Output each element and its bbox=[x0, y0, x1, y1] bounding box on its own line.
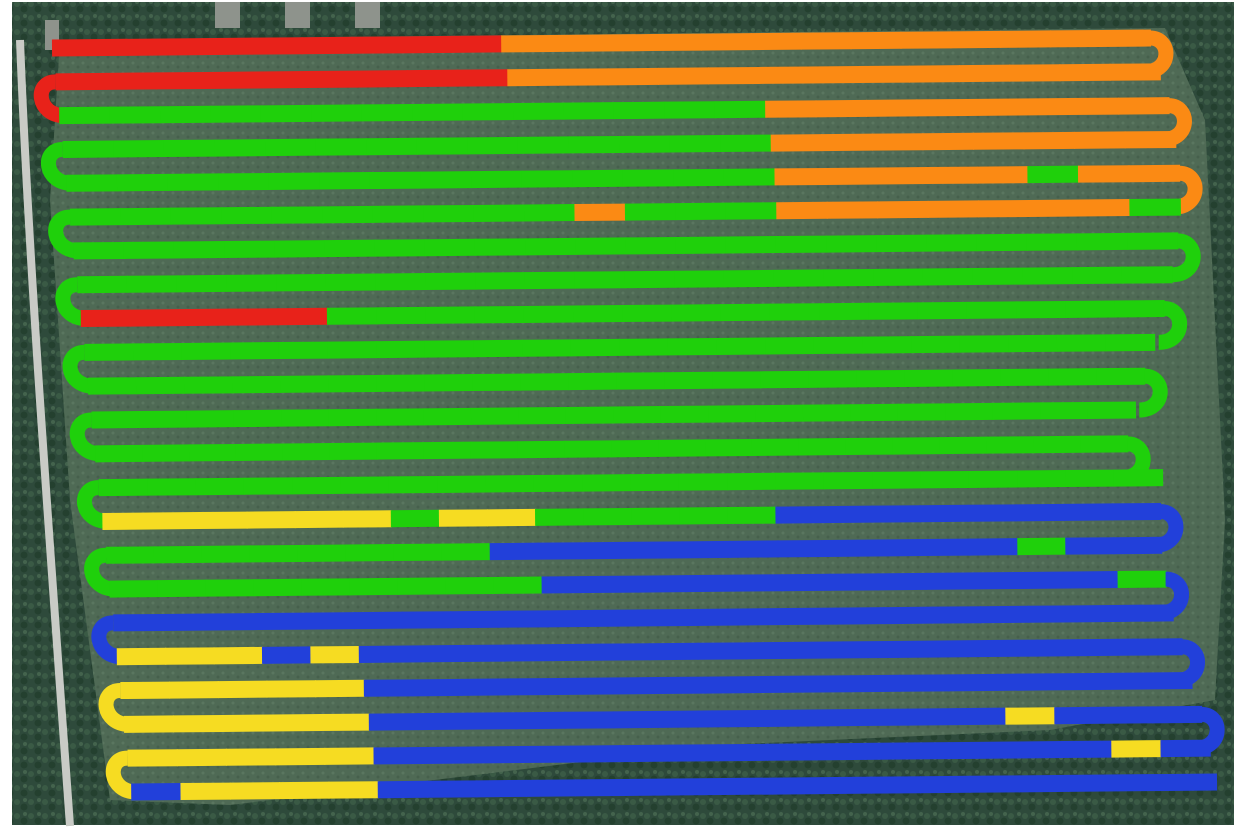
track-turn bbox=[62, 344, 94, 394]
track-turn bbox=[1171, 233, 1201, 283]
track-turn bbox=[33, 74, 66, 124]
track-turn bbox=[91, 615, 123, 665]
track-turn bbox=[98, 683, 130, 732]
track-turn bbox=[77, 480, 109, 529]
road bbox=[16, 39, 74, 827]
track-turn bbox=[1138, 368, 1168, 418]
track-turn bbox=[48, 209, 80, 259]
track-turn bbox=[1173, 165, 1203, 215]
gps-track bbox=[33, 29, 1225, 801]
track-turn bbox=[1157, 301, 1188, 350]
track-turn bbox=[1154, 503, 1184, 553]
track-turn bbox=[55, 277, 87, 327]
track-turn bbox=[105, 750, 138, 800]
track-turn bbox=[41, 141, 73, 191]
track-turn bbox=[69, 412, 102, 462]
track-turn bbox=[84, 547, 116, 597]
